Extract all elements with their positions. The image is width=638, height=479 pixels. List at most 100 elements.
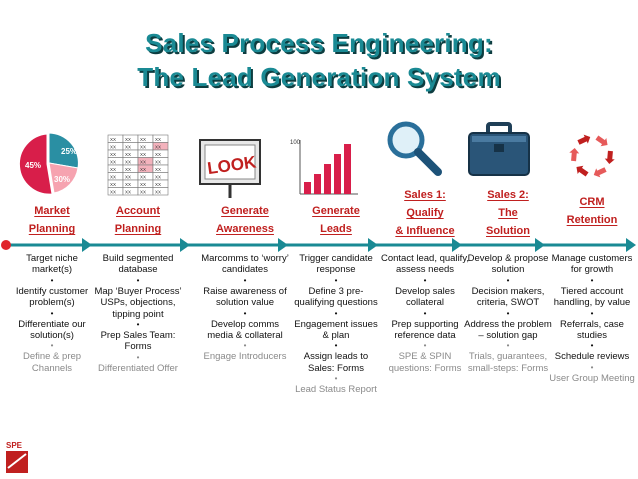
stage-item: Differentiate our solution(s)	[18, 318, 86, 342]
stage-label-5: Sales 1: Qualify & Influence	[379, 186, 471, 240]
stage-item: Engage Introducers	[203, 351, 287, 363]
pie-chart-icon: 25% 30% 45%	[18, 132, 79, 195]
stage-label-line: Solution	[486, 225, 530, 237]
spreadsheet-cell-text: XX	[110, 175, 116, 180]
stage-item: Develop comms media & collateral	[207, 318, 283, 342]
bullet-separator: •	[506, 308, 510, 318]
spreadsheet-icon: XX XX XX XX XX XX XX XX XX XX XX XX XX XX XX XX XX XX XX XX…	[107, 134, 169, 196]
stage-label-line: Sales 2:	[487, 189, 529, 201]
spreadsheet-cell-text: XX	[140, 145, 146, 150]
spreadsheet-cell-text: XX	[110, 182, 116, 187]
spreadsheet-cell-text: XX	[125, 160, 131, 165]
logo-text: SPE	[6, 441, 23, 450]
spreadsheet-cell-text: XX	[140, 175, 146, 180]
stage-item: Develop & propose solution	[467, 253, 549, 276]
cycle-arrow	[577, 134, 591, 145]
bullet-separator: •	[243, 341, 247, 351]
stage-label-line: CRM	[579, 196, 605, 208]
stage-item: SPE & SPIN questions: Forms	[388, 351, 462, 374]
bullet-separator: •	[243, 275, 247, 285]
stage-item: Prep supporting reference data	[391, 318, 459, 342]
cycle-arrow	[595, 135, 608, 147]
stage-item: Differentiated Offer	[98, 362, 178, 374]
bullet-separator: •	[590, 275, 594, 285]
stage-column-5: Contact lead, qualify, assess needs • Deve…	[380, 253, 470, 374]
spreadsheet-cell-text: XX	[110, 160, 116, 165]
stage-item: Build segmented database	[102, 253, 174, 276]
stage-label-line: The	[498, 207, 518, 219]
bullet-separator: •	[136, 352, 140, 362]
spreadsheet-cell-text: XX	[140, 137, 146, 142]
stage-label-line: Sales 1:	[404, 189, 446, 201]
spreadsheet-cell-text: XX	[155, 190, 161, 195]
stage-label-line: Planning	[28, 223, 76, 235]
stage-item: Referrals, case studies	[560, 318, 624, 342]
bullet-separator: •	[423, 275, 427, 285]
stage-item: Lead Status Report	[295, 384, 377, 396]
pie-label-25: 25%	[61, 147, 77, 156]
bullet-separator: •	[334, 308, 338, 318]
stage-label-line: Generate	[221, 205, 269, 217]
stage-label-line: Awareness	[216, 223, 274, 235]
spreadsheet-cell-text: XX	[140, 182, 146, 187]
bullet-separator: •	[590, 308, 594, 318]
spreadsheet-cell-text: XX	[125, 152, 131, 157]
stage-label-line: Account	[116, 205, 160, 217]
stage-item: Map ‘Buyer Process’ USPs, objections, ti…	[94, 285, 182, 320]
spreadsheet-cell-text: XX	[155, 167, 161, 172]
stage-item: Tiered account handling, by value	[553, 285, 631, 309]
title-line-1: Sales Process Engineering:	[145, 28, 493, 58]
stage-label-line: Generate	[312, 205, 360, 217]
stage-item: Engagement issues & plan	[294, 318, 378, 342]
cycle-arrows-icon	[569, 134, 615, 178]
stage-item: Define & prep Channels	[22, 351, 82, 374]
timeline-start-dot	[1, 240, 11, 250]
stage-label-1: Market Planning	[6, 202, 98, 238]
spreadsheet-cell-text: XX	[110, 167, 116, 172]
bullet-separator: •	[50, 275, 54, 285]
spreadsheet-cell-text: XX	[155, 137, 161, 142]
bullet-separator: •	[243, 308, 247, 318]
stage-item: Contact lead, qualify, assess needs	[380, 253, 469, 276]
stage-item: Manage customers for growth	[551, 253, 633, 276]
timeline-arrowhead-6	[535, 238, 545, 252]
stage-item: Prep Sales Team: Forms	[100, 330, 176, 353]
stage-column-4: Trigger candidate response • Define 3 pre-…	[291, 253, 381, 396]
stage-item: Target niche market(s)	[26, 253, 78, 276]
stage-label-line: Qualify	[406, 207, 444, 219]
bullet-separator: •	[136, 275, 140, 285]
cycle-arrow	[576, 165, 589, 177]
bullet-separator: •	[423, 308, 427, 318]
spreadsheet-cell-text: XX	[140, 190, 146, 195]
magnifier-icon	[387, 121, 442, 176]
spreadsheet-cell-text: XX	[110, 137, 116, 142]
stage-item: Marcomms to ‘worry’ candidates	[201, 253, 289, 276]
stage-item: Trials, guarantees, small-steps: Forms	[467, 351, 549, 374]
stage-item: Develop sales collateral	[395, 285, 455, 309]
bullet-separator: •	[590, 362, 594, 372]
spreadsheet-cell-text: XX	[110, 145, 116, 150]
bullet-separator: •	[50, 308, 54, 318]
stage-label-line: & Influence	[395, 225, 455, 237]
stage-item: Raise awareness of solution value	[203, 285, 287, 309]
stage-column-2: Build segmented database • Map ‘Buyer Proc…	[93, 253, 183, 374]
stage-label-line: Leads	[320, 223, 352, 235]
pie-label-45: 45%	[25, 161, 41, 170]
spreadsheet-cell-text: XX	[155, 152, 161, 157]
stage-label-line: Market	[34, 205, 70, 217]
bullet-separator: •	[334, 275, 338, 285]
spreadsheet-cell-text: XX	[125, 175, 131, 180]
spreadsheet-cell-text: XX	[125, 182, 131, 187]
spreadsheet-cell-text: XX	[125, 145, 131, 150]
chart-axis-max: 100	[290, 140, 301, 146]
timeline-arrowhead-7	[626, 238, 636, 252]
stage-column-1: Target niche market(s) • Identify customer…	[7, 253, 97, 374]
spe-logo: SPE	[4, 438, 30, 476]
timeline-arrowhead-1	[82, 238, 92, 252]
stage-item: Assign leads to Sales: Forms	[303, 351, 369, 374]
stage-label-7: CRM Retention	[546, 193, 638, 229]
stage-item: Identify customer problem(s)	[15, 285, 89, 309]
stage-item: User Group Meeting	[549, 372, 635, 384]
timeline-arrowhead-5	[452, 238, 462, 252]
spreadsheet-cell-text: XX	[140, 160, 146, 165]
